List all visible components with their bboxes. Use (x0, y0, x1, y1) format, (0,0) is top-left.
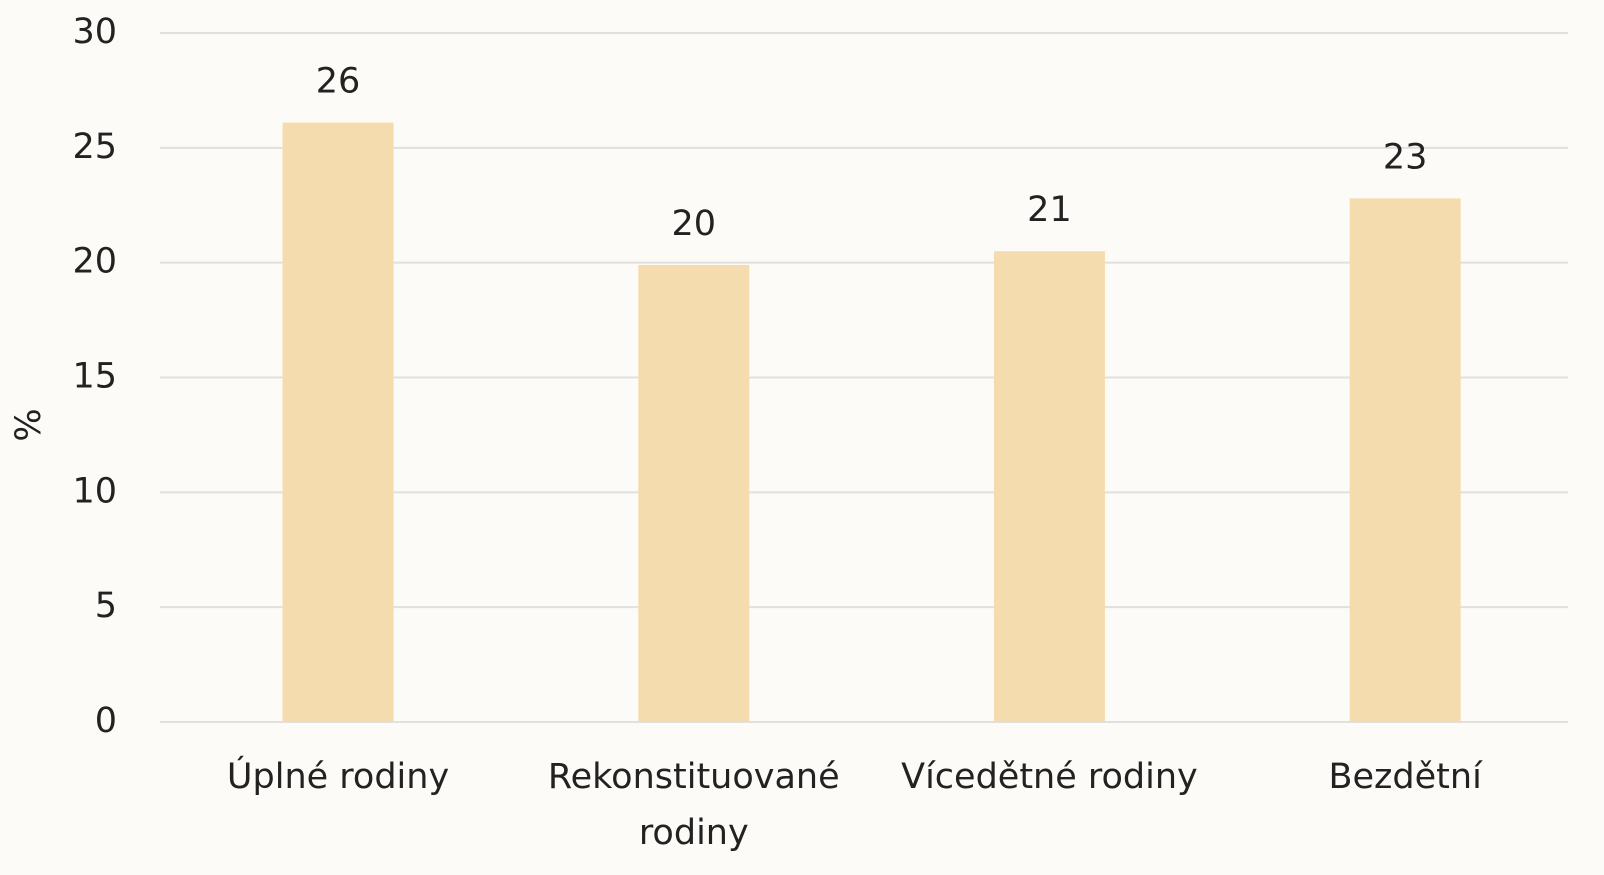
y-tick-label: 10 (72, 471, 117, 511)
bar (1349, 198, 1461, 723)
bar (638, 264, 750, 722)
y-tick-label: 30 (72, 12, 117, 52)
x-tick-label: Rekonstituované rodiny (548, 757, 840, 853)
data-label: 21 (1027, 190, 1072, 230)
y-tick-label: 15 (72, 357, 117, 397)
data-label: 20 (671, 204, 716, 244)
y-tick-label: 5 (95, 586, 117, 626)
data-label: 23 (1383, 137, 1428, 177)
y-axis-label: % (9, 408, 49, 441)
y-tick-label: 25 (72, 127, 117, 167)
x-tick-label: Úplné rodiny (227, 755, 449, 797)
data-label: 26 (316, 62, 361, 102)
x-tick-label: Bezdětní (1329, 757, 1484, 797)
bar (282, 122, 394, 722)
bar (993, 251, 1105, 722)
x-tick-label: Vícedětné rodiny (901, 757, 1198, 797)
y-tick-label: 20 (72, 242, 117, 282)
y-tick-label: 0 (95, 701, 117, 741)
